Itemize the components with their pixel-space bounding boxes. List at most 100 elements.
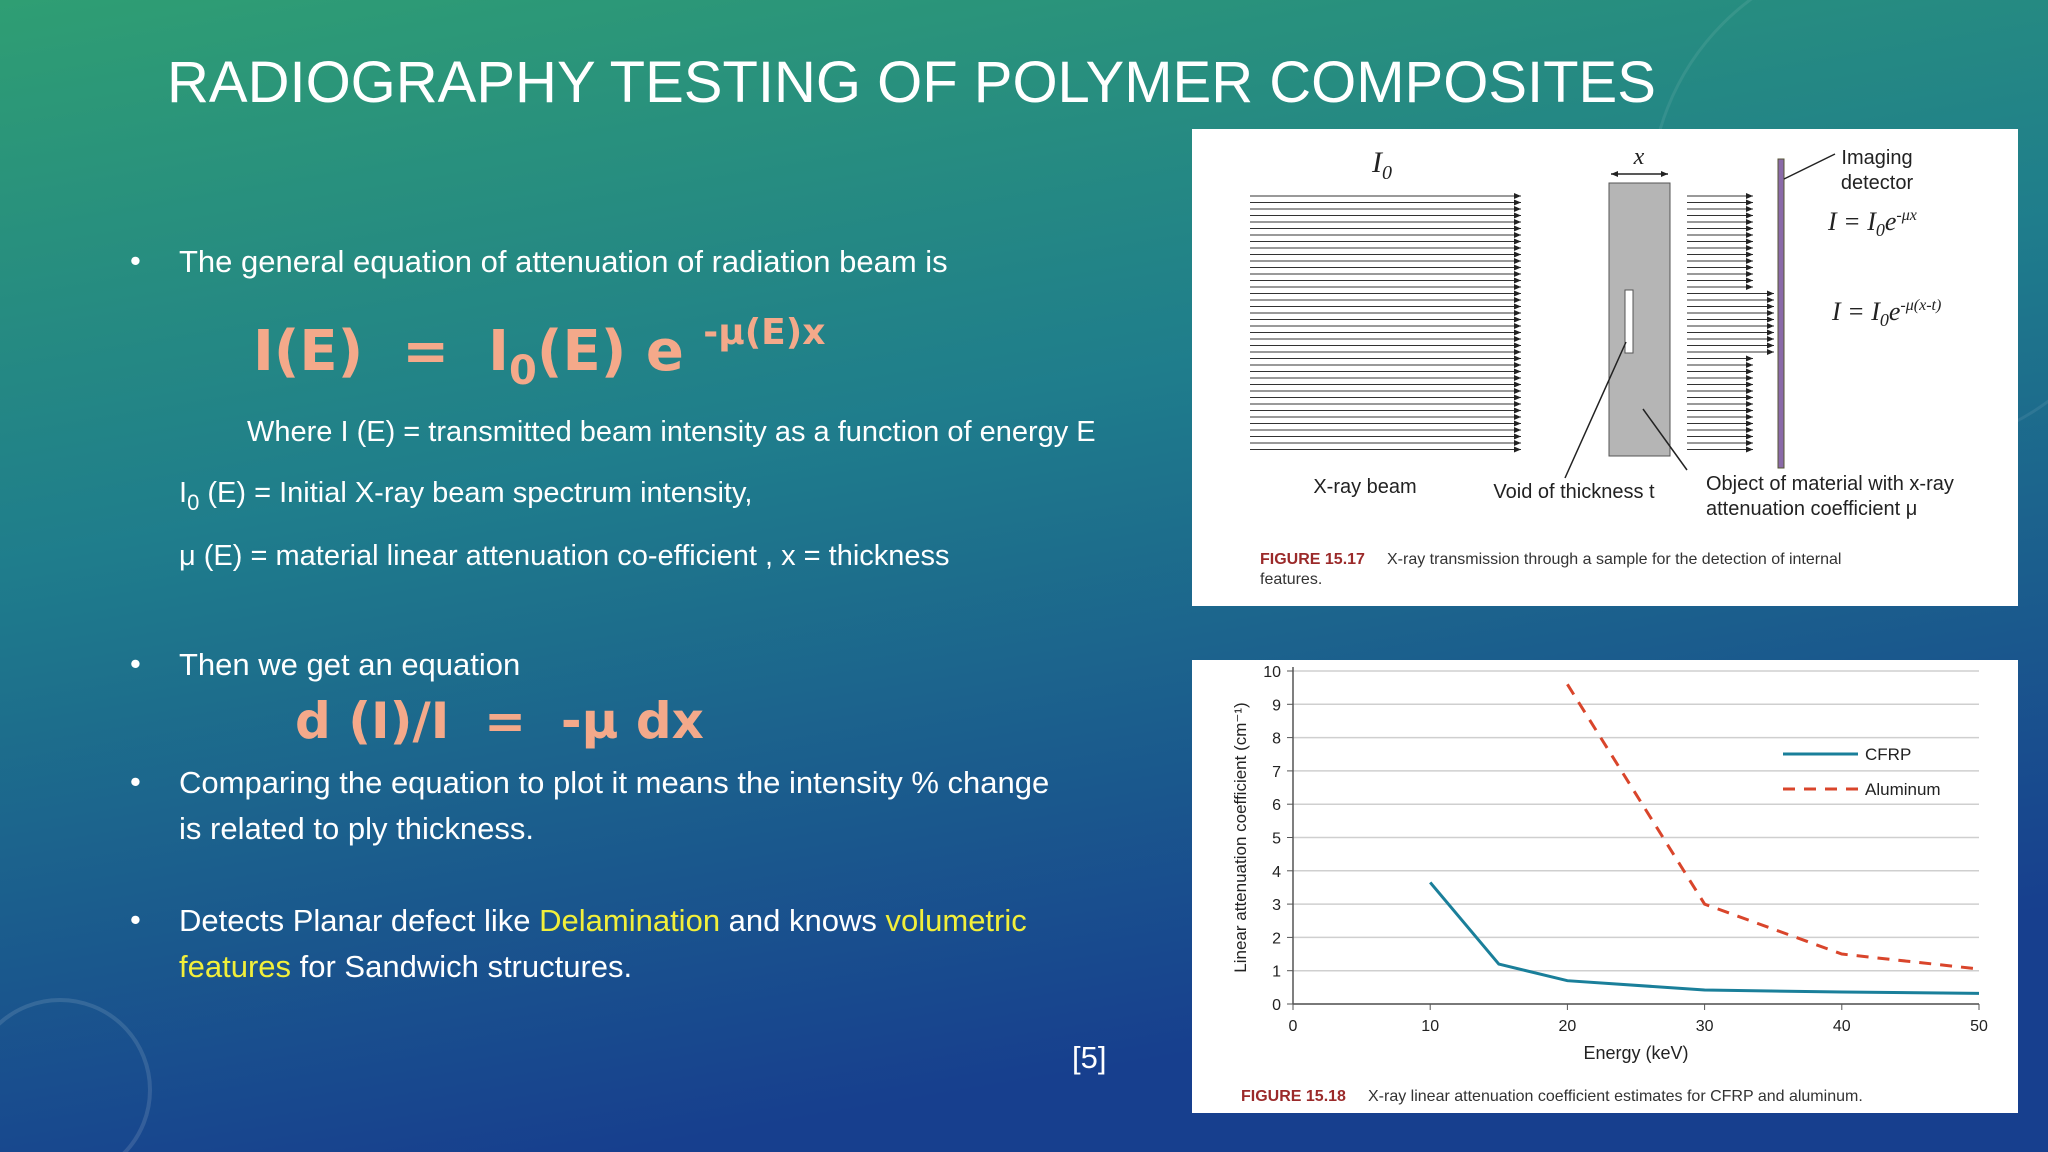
definition: μ (E) = material linear attenuation co-e… — [179, 540, 950, 572]
y-tick-label: 6 — [1272, 797, 1281, 814]
arrowhead — [1767, 342, 1774, 349]
arrowhead — [1514, 420, 1521, 427]
legend-label: Aluminum — [1865, 780, 1941, 799]
arrowhead — [1514, 323, 1521, 329]
arrowhead — [1514, 349, 1521, 355]
y-tick-label: 9 — [1272, 697, 1281, 714]
y-tick-label: 3 — [1272, 897, 1281, 914]
eq-part: I = I — [1831, 297, 1881, 326]
arrowhead — [1514, 303, 1521, 310]
highlight: features — [179, 949, 291, 984]
arrowhead — [1514, 245, 1521, 251]
arrowhead — [1746, 355, 1753, 362]
eq-part: I(E) = I — [253, 319, 509, 384]
highlight: Delamination — [539, 903, 720, 938]
arrowhead — [1514, 277, 1521, 284]
eq-sub: 0 — [509, 348, 537, 394]
figure-panel — [1192, 129, 2018, 606]
x-tick-label: 30 — [1696, 1018, 1714, 1035]
arrowhead — [1514, 355, 1521, 362]
arrowhead — [1514, 407, 1521, 414]
arrowhead — [1514, 316, 1521, 323]
text-part: and knows — [720, 903, 885, 938]
arrowhead — [1746, 420, 1753, 427]
arrowhead — [1514, 251, 1521, 258]
definition: Where I (E) = transmitted beam intensity… — [247, 416, 1096, 448]
x-tick-label: 10 — [1421, 1018, 1439, 1035]
def-part: (E) = Initial X-ray beam spectrum intens… — [199, 477, 752, 509]
arrowhead — [1746, 368, 1753, 375]
arrowhead — [1514, 362, 1521, 368]
pointer — [1783, 153, 1836, 180]
bullet-text: is related to ply thickness. — [179, 811, 534, 846]
arrowhead — [1767, 329, 1774, 336]
eq-sub: 0 — [1876, 220, 1885, 240]
arrowhead — [1746, 193, 1753, 199]
x-axis-label: Energy (keV) — [1583, 1043, 1688, 1063]
bullet-text: Detects Planar defect like Delamination … — [179, 903, 1027, 938]
arrowhead — [1746, 212, 1753, 219]
figure-panel — [1192, 660, 2018, 1113]
arrowhead — [1767, 310, 1774, 316]
arrowhead — [1514, 284, 1521, 290]
arrowhead — [1746, 427, 1753, 433]
caption: features. — [1260, 571, 1322, 588]
arrowhead — [1746, 251, 1753, 258]
arrowhead — [1514, 258, 1521, 264]
arrowhead — [1746, 440, 1753, 446]
arrowhead — [1767, 349, 1774, 355]
y-tick-label: 8 — [1272, 731, 1281, 748]
arrowhead — [1514, 199, 1521, 206]
arrowhead — [1514, 368, 1521, 375]
arrowhead — [1514, 427, 1521, 433]
equation: I = I0e-μx — [1827, 207, 1917, 240]
caption: X-ray linear attenuation coefficient est… — [1368, 1088, 1863, 1105]
series-line — [1429, 881, 1980, 995]
arrowhead — [1514, 329, 1521, 336]
arrowhead — [1514, 381, 1521, 388]
arrowhead — [1746, 401, 1753, 407]
arrowhead — [1514, 342, 1521, 349]
detector — [1777, 158, 1785, 469]
y-tick-label: 5 — [1272, 831, 1281, 848]
arrowhead — [1514, 446, 1521, 453]
arrowhead — [1746, 277, 1753, 284]
arrowhead — [1514, 310, 1521, 316]
arrowhead — [1746, 219, 1753, 225]
arrowhead — [1514, 388, 1521, 394]
label: X-ray beam — [1313, 476, 1416, 498]
figure-diagram: I0 x Imaging detector I = I0e-μx I = I0e… — [1192, 129, 2018, 606]
x-tick-label: 20 — [1559, 1018, 1577, 1035]
arrowhead — [1746, 258, 1753, 264]
equation: I = I0e-μ(x-t) — [1831, 297, 1941, 330]
symbol: I — [1371, 146, 1384, 179]
equation: I(E) = I0(E) e -μ(E)x — [253, 312, 825, 394]
definition: I0 (E) = Initial X-ray beam spectrum int… — [179, 477, 752, 515]
def-part: I — [179, 477, 187, 509]
y-tick-label: 7 — [1272, 764, 1281, 781]
arrowhead — [1746, 206, 1753, 212]
bullet-text: The general equation of attenuation of r… — [179, 244, 948, 279]
y-tick-label: 0 — [1272, 997, 1281, 1014]
arrowhead — [1767, 303, 1774, 310]
arrowhead — [1746, 375, 1753, 381]
highlight: volumetric — [886, 903, 1027, 938]
label: detector — [1841, 172, 1914, 194]
arrowhead — [1746, 381, 1753, 388]
arrowhead — [1514, 414, 1521, 420]
arrowhead — [1746, 245, 1753, 251]
caption-label: FIGURE 15.18 — [1241, 1088, 1346, 1105]
arrowhead — [1746, 407, 1753, 414]
subscript: 0 — [1382, 162, 1392, 184]
y-tick-label: 1 — [1272, 964, 1281, 981]
caption-label: FIGURE 15.17 — [1260, 551, 1365, 568]
label: x — [1633, 144, 1645, 170]
arrowhead — [1661, 171, 1668, 177]
object — [1608, 182, 1671, 457]
equation: d (I)/I = -μ dx — [295, 692, 704, 750]
arrowhead — [1767, 336, 1774, 342]
arrowhead — [1514, 206, 1521, 212]
arrowhead — [1514, 375, 1521, 381]
arrowhead — [1767, 290, 1774, 297]
